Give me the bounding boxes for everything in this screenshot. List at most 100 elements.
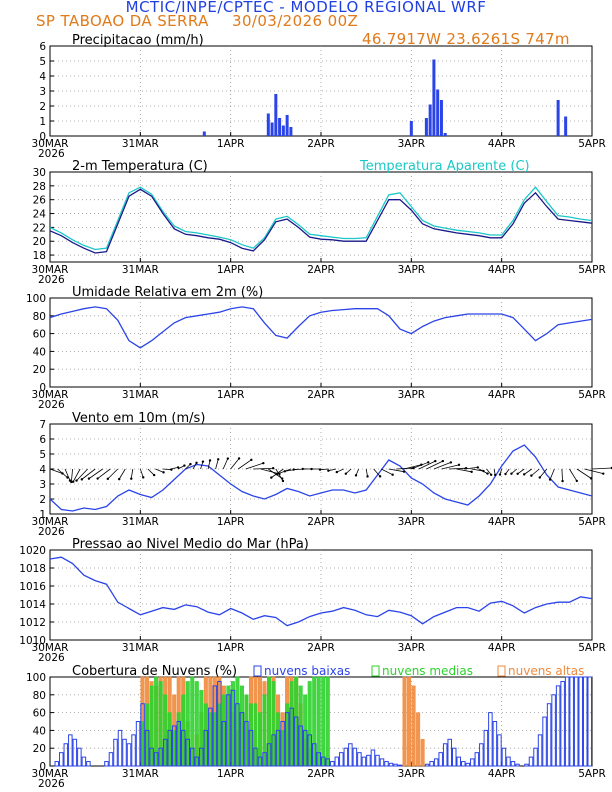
wind-vector xyxy=(448,467,467,470)
wind-vector xyxy=(200,461,204,470)
y-tick-label: 0 xyxy=(39,761,46,773)
x-tick-label: 31MAR xyxy=(122,768,159,780)
wind-vector xyxy=(426,460,444,470)
cloud-bar-nuvens-baixas xyxy=(339,752,344,767)
cloud-bar-nuvens-baixas xyxy=(542,716,547,767)
panel-title: Vento em 10m (m/s) xyxy=(72,411,205,426)
y-tick-label: 100 xyxy=(26,672,46,684)
x-year-label: 2026 xyxy=(38,526,65,538)
wind-vector xyxy=(253,467,274,470)
x-tick-label: 31MAR xyxy=(122,642,159,654)
x-tick-label: 5APR xyxy=(578,264,606,276)
wind-vector-head xyxy=(70,480,73,484)
cloud-bar-nuvens-baixas xyxy=(311,743,317,767)
y-tick-label: 2 xyxy=(39,101,46,113)
legend-temperatura-aparente: Temperatura Aparente (C) xyxy=(359,159,530,174)
cloud-bar-nuvens-baixas xyxy=(248,729,254,767)
panel-press: 1010 1012 1014 1016 1018 1020 30MAR 31MAR 1APR 2A… xyxy=(19,537,605,664)
wind-vector-head xyxy=(270,476,273,479)
y-tick-label: 3 xyxy=(39,479,46,491)
cloud-bar-nuvens-baixas xyxy=(447,738,452,767)
panel-title: Cobertura de Nuvens (%) xyxy=(72,664,237,679)
wind-vector-head xyxy=(344,472,348,475)
cloud-bar-nuvens-baixas xyxy=(298,725,303,767)
cloud-bar-nuvens-baixas xyxy=(370,749,376,767)
cloud-bar-nuvens-baixas xyxy=(348,743,353,767)
cloud-bar-nuvens-baixas xyxy=(176,721,181,767)
wind-vector xyxy=(463,466,478,470)
cloud-bar-nuvens-baixas xyxy=(117,729,123,767)
wind-vector xyxy=(584,468,604,475)
cloud-bar-nuvens-baixas xyxy=(537,734,543,767)
cloud-bar-nuvens-baixas xyxy=(528,756,534,767)
x-tick-label: 3APR xyxy=(398,516,426,528)
cloud-bar-nuvens-baixas xyxy=(167,729,172,767)
cloud-bar-nuvens-baixas xyxy=(185,738,191,767)
wind-vector xyxy=(486,468,492,476)
cloud-bar-nuvens-baixas xyxy=(203,729,209,767)
wind-vector xyxy=(388,468,405,473)
y-tick-label: 1014 xyxy=(19,599,46,611)
wind-vector-head xyxy=(427,461,430,464)
wind-vector-head xyxy=(548,478,552,481)
wind-vector xyxy=(517,468,525,475)
cloud-bar-nuvens-baixas xyxy=(501,747,507,767)
cloud-bar-nuvens-baixas xyxy=(352,747,358,767)
y-tick-label: 40 xyxy=(33,725,46,737)
wind-vector xyxy=(569,468,578,482)
wind-vector xyxy=(433,462,452,470)
station-name: SP TABOAO DA SERRA xyxy=(36,12,209,30)
y-tick-label: 4 xyxy=(39,464,46,476)
wind-vector xyxy=(107,468,119,480)
x-tick-label: 1APR xyxy=(217,516,245,528)
precip-bar xyxy=(285,115,289,136)
wind-vector-head xyxy=(217,458,220,461)
wind-vector-head xyxy=(152,473,156,477)
cloud-bar-nuvens-baixas xyxy=(578,676,583,767)
cloud-bar-nuvens-baixas xyxy=(497,734,502,767)
x-tick-label: 30MAR xyxy=(32,642,69,654)
cloud-bar-nuvens-baixas xyxy=(488,712,493,767)
wind-vector xyxy=(268,468,283,479)
legend-label: nuvens altas xyxy=(508,664,584,678)
y-tick-label: 2 xyxy=(39,494,46,506)
cloud-bar-nuvens-baixas xyxy=(316,752,322,767)
x-tick-label: 2APR xyxy=(307,768,335,780)
wind-vector xyxy=(57,468,68,478)
legend-swatch xyxy=(371,665,380,677)
model-run-time: 30/03/2026 00Z xyxy=(232,12,359,30)
cloud-bar-nuvens-baixas xyxy=(573,676,579,767)
legend-label: nuvens baixas xyxy=(264,664,350,678)
x-tick-label: 1APR xyxy=(217,264,245,276)
wind-vector-head xyxy=(130,477,133,480)
cloud-bar-nuvens-baixas xyxy=(190,747,195,767)
precip-bar xyxy=(281,125,285,136)
y-tick-label: 5 xyxy=(39,56,46,68)
cloud-bar-nuvens-baixas xyxy=(131,734,136,767)
wind-vector-head xyxy=(457,463,461,467)
cloud-bar-nuvens-baixas xyxy=(63,743,69,767)
precip-bar xyxy=(270,122,274,136)
panel-precip: 0 1 2 3 4 5 6 30MAR 31MAR 1APR 2APR 3APR 4APR 5APR 202… xyxy=(32,33,606,160)
chart-title: MCTIC/INPE/CPTEC - MODELO REGIONAL WRF xyxy=(125,0,487,16)
wind-vector xyxy=(373,468,381,477)
wind-vector xyxy=(118,468,126,480)
panel-clouds: 0 20 40 60 80 100 30MAR 31MAR 1APR 2APR 3APR 4APR 5A… xyxy=(26,664,606,790)
y-tick-label: 7 xyxy=(39,419,46,431)
cloud-bar-nuvens-baixas xyxy=(483,729,489,767)
x-tick-label: 3APR xyxy=(398,138,426,150)
cloud-bar-nuvens-baixas xyxy=(506,756,511,767)
precip-bar xyxy=(564,116,568,136)
wind-vector-head xyxy=(71,480,75,483)
wind-vector xyxy=(139,468,144,478)
wind-vector-head xyxy=(391,473,394,476)
cloud-bar-nuvens-baixas xyxy=(108,752,114,767)
wind-vector xyxy=(245,462,264,470)
cloud-bar-nuvens-altas xyxy=(407,676,412,767)
y-tick-label: 6 xyxy=(39,41,46,53)
wind-vector-head xyxy=(75,479,78,482)
y-tick-label: 18 xyxy=(33,250,46,262)
cloud-bar-nuvens-baixas xyxy=(587,676,593,767)
precip-bar xyxy=(202,131,206,136)
wind-vector-head xyxy=(96,477,99,480)
